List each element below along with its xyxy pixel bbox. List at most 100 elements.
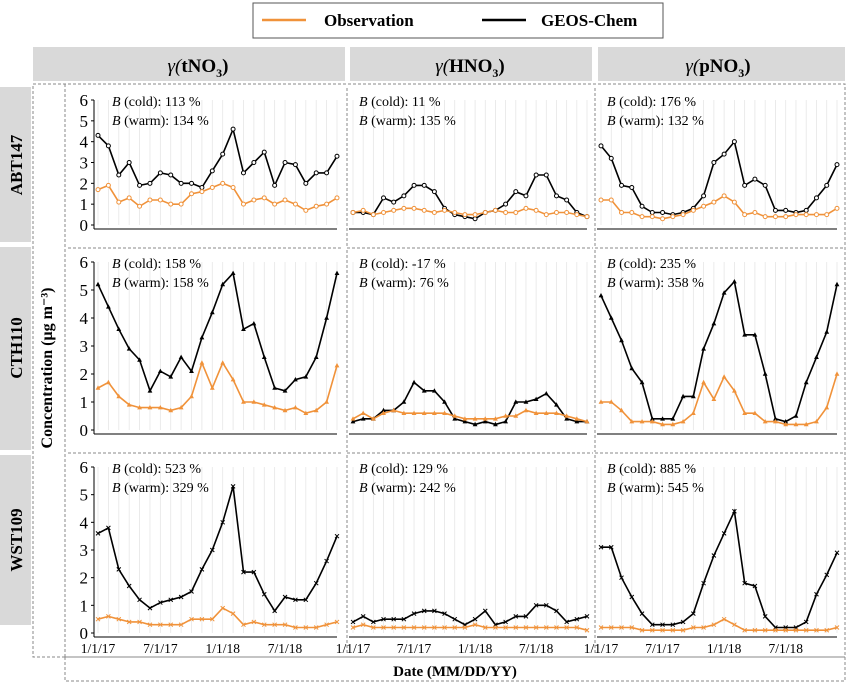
y-tick-label: 4 xyxy=(80,133,89,152)
data-point-geos-chem xyxy=(564,619,570,625)
data-point-observation xyxy=(241,622,246,628)
data-point-observation xyxy=(762,214,768,220)
data-point-geos-chem xyxy=(293,377,298,382)
y-tick-label: 2 xyxy=(80,569,89,588)
bias-cold-annotation: B (cold): -17 % xyxy=(359,257,446,272)
data-point-geos-chem xyxy=(649,210,655,215)
data-point-observation xyxy=(324,201,330,207)
data-point-observation xyxy=(137,619,142,625)
row-header-cth110: CTH110 xyxy=(7,317,26,378)
data-point-observation xyxy=(834,205,840,211)
data-point-geos-chem xyxy=(619,575,624,581)
data-point-observation xyxy=(660,627,665,633)
data-point-observation xyxy=(324,622,329,628)
data-point-geos-chem xyxy=(533,602,539,608)
data-point-geos-chem xyxy=(95,281,101,287)
data-point-geos-chem xyxy=(147,605,153,611)
data-point-observation xyxy=(813,212,819,218)
data-point-observation xyxy=(370,625,376,630)
data-point-observation xyxy=(261,402,267,407)
data-point-observation xyxy=(553,210,559,215)
data-point-geos-chem xyxy=(493,421,498,427)
data-point-geos-chem xyxy=(431,388,437,393)
data-point-observation xyxy=(803,212,809,218)
data-point-geos-chem xyxy=(721,531,727,536)
y-tick-label: 0 xyxy=(80,216,89,235)
data-point-observation xyxy=(732,622,737,628)
series-line-geos-chem xyxy=(97,486,338,613)
data-point-geos-chem xyxy=(598,544,604,550)
data-point-observation xyxy=(503,210,509,215)
bias-cold-annotation: B (cold): 176 % xyxy=(607,95,696,110)
data-point-geos-chem xyxy=(503,619,508,625)
data-point-observation xyxy=(742,212,748,218)
data-point-geos-chem xyxy=(209,168,215,174)
data-point-geos-chem xyxy=(533,172,539,178)
y-axis-title: Concentration (μg m⁻³) xyxy=(39,288,56,449)
column-header-bg-2 xyxy=(350,47,592,81)
data-point-geos-chem xyxy=(421,608,427,614)
data-point-observation xyxy=(721,616,727,622)
series-line-geos-chem xyxy=(600,139,838,216)
data-point-geos-chem xyxy=(168,374,174,379)
data-point-observation xyxy=(105,182,111,188)
data-point-geos-chem xyxy=(649,622,655,628)
data-point-geos-chem xyxy=(660,210,666,215)
data-point-observation xyxy=(584,419,590,424)
data-point-geos-chem xyxy=(701,346,707,351)
data-point-geos-chem xyxy=(721,290,727,295)
data-point-observation xyxy=(137,203,143,209)
data-point-observation xyxy=(95,616,101,622)
data-point-observation xyxy=(783,627,789,633)
data-point-observation xyxy=(608,197,614,203)
data-point-geos-chem xyxy=(411,182,417,188)
legend-box xyxy=(252,2,664,39)
data-point-geos-chem xyxy=(381,195,387,201)
data-point-observation xyxy=(95,385,101,390)
data-point-observation xyxy=(334,619,340,625)
data-point-geos-chem xyxy=(157,368,163,373)
data-point-geos-chem xyxy=(564,416,570,421)
data-point-geos-chem xyxy=(303,180,309,186)
data-point-geos-chem xyxy=(137,357,142,362)
data-point-geos-chem xyxy=(95,531,101,536)
data-point-observation xyxy=(649,214,655,220)
data-point-observation xyxy=(360,207,366,213)
y-tick-label: 1 xyxy=(80,596,89,615)
data-point-observation xyxy=(690,625,696,630)
panel-wst109-1: 0 1 2 3 4 5 6 1/1/17 7/1/17 1/1/18 7/1/18 B (cold):… xyxy=(68,452,343,656)
data-point-geos-chem xyxy=(272,608,278,614)
data-point-observation xyxy=(824,212,830,218)
data-point-geos-chem xyxy=(303,374,309,379)
y-tick-label: 2 xyxy=(80,174,89,193)
data-point-geos-chem xyxy=(701,580,706,586)
data-point-geos-chem xyxy=(824,572,830,578)
data-point-observation xyxy=(293,625,298,630)
data-point-observation xyxy=(619,407,624,413)
data-point-geos-chem xyxy=(442,399,447,404)
data-point-observation xyxy=(189,616,194,622)
data-point-geos-chem xyxy=(503,419,509,424)
data-point-geos-chem xyxy=(639,203,645,209)
data-point-observation xyxy=(462,416,468,421)
data-point-geos-chem xyxy=(209,309,215,315)
bias-cold-annotation: B (cold): 885 % xyxy=(607,462,696,477)
data-point-geos-chem xyxy=(209,547,215,553)
y-tick-label: 1 xyxy=(80,393,89,412)
data-point-geos-chem xyxy=(629,185,635,190)
data-point-observation xyxy=(189,191,195,197)
y-tick-label: 0 xyxy=(80,624,89,643)
data-point-observation xyxy=(452,413,458,418)
data-point-observation xyxy=(574,416,580,421)
data-point-observation xyxy=(282,407,288,413)
data-point-observation xyxy=(189,393,194,399)
column-header-hno3: γ(HNO3) xyxy=(435,56,504,80)
data-point-geos-chem xyxy=(670,416,676,421)
panel-abt147-2: B (cold): 11 % B (warm): 135 % xyxy=(346,88,590,247)
data-point-observation xyxy=(598,625,604,630)
data-point-geos-chem xyxy=(401,399,407,404)
x-tick-label: 1/1/18 xyxy=(205,641,240,656)
data-point-observation xyxy=(126,619,132,625)
data-point-geos-chem xyxy=(189,180,195,186)
